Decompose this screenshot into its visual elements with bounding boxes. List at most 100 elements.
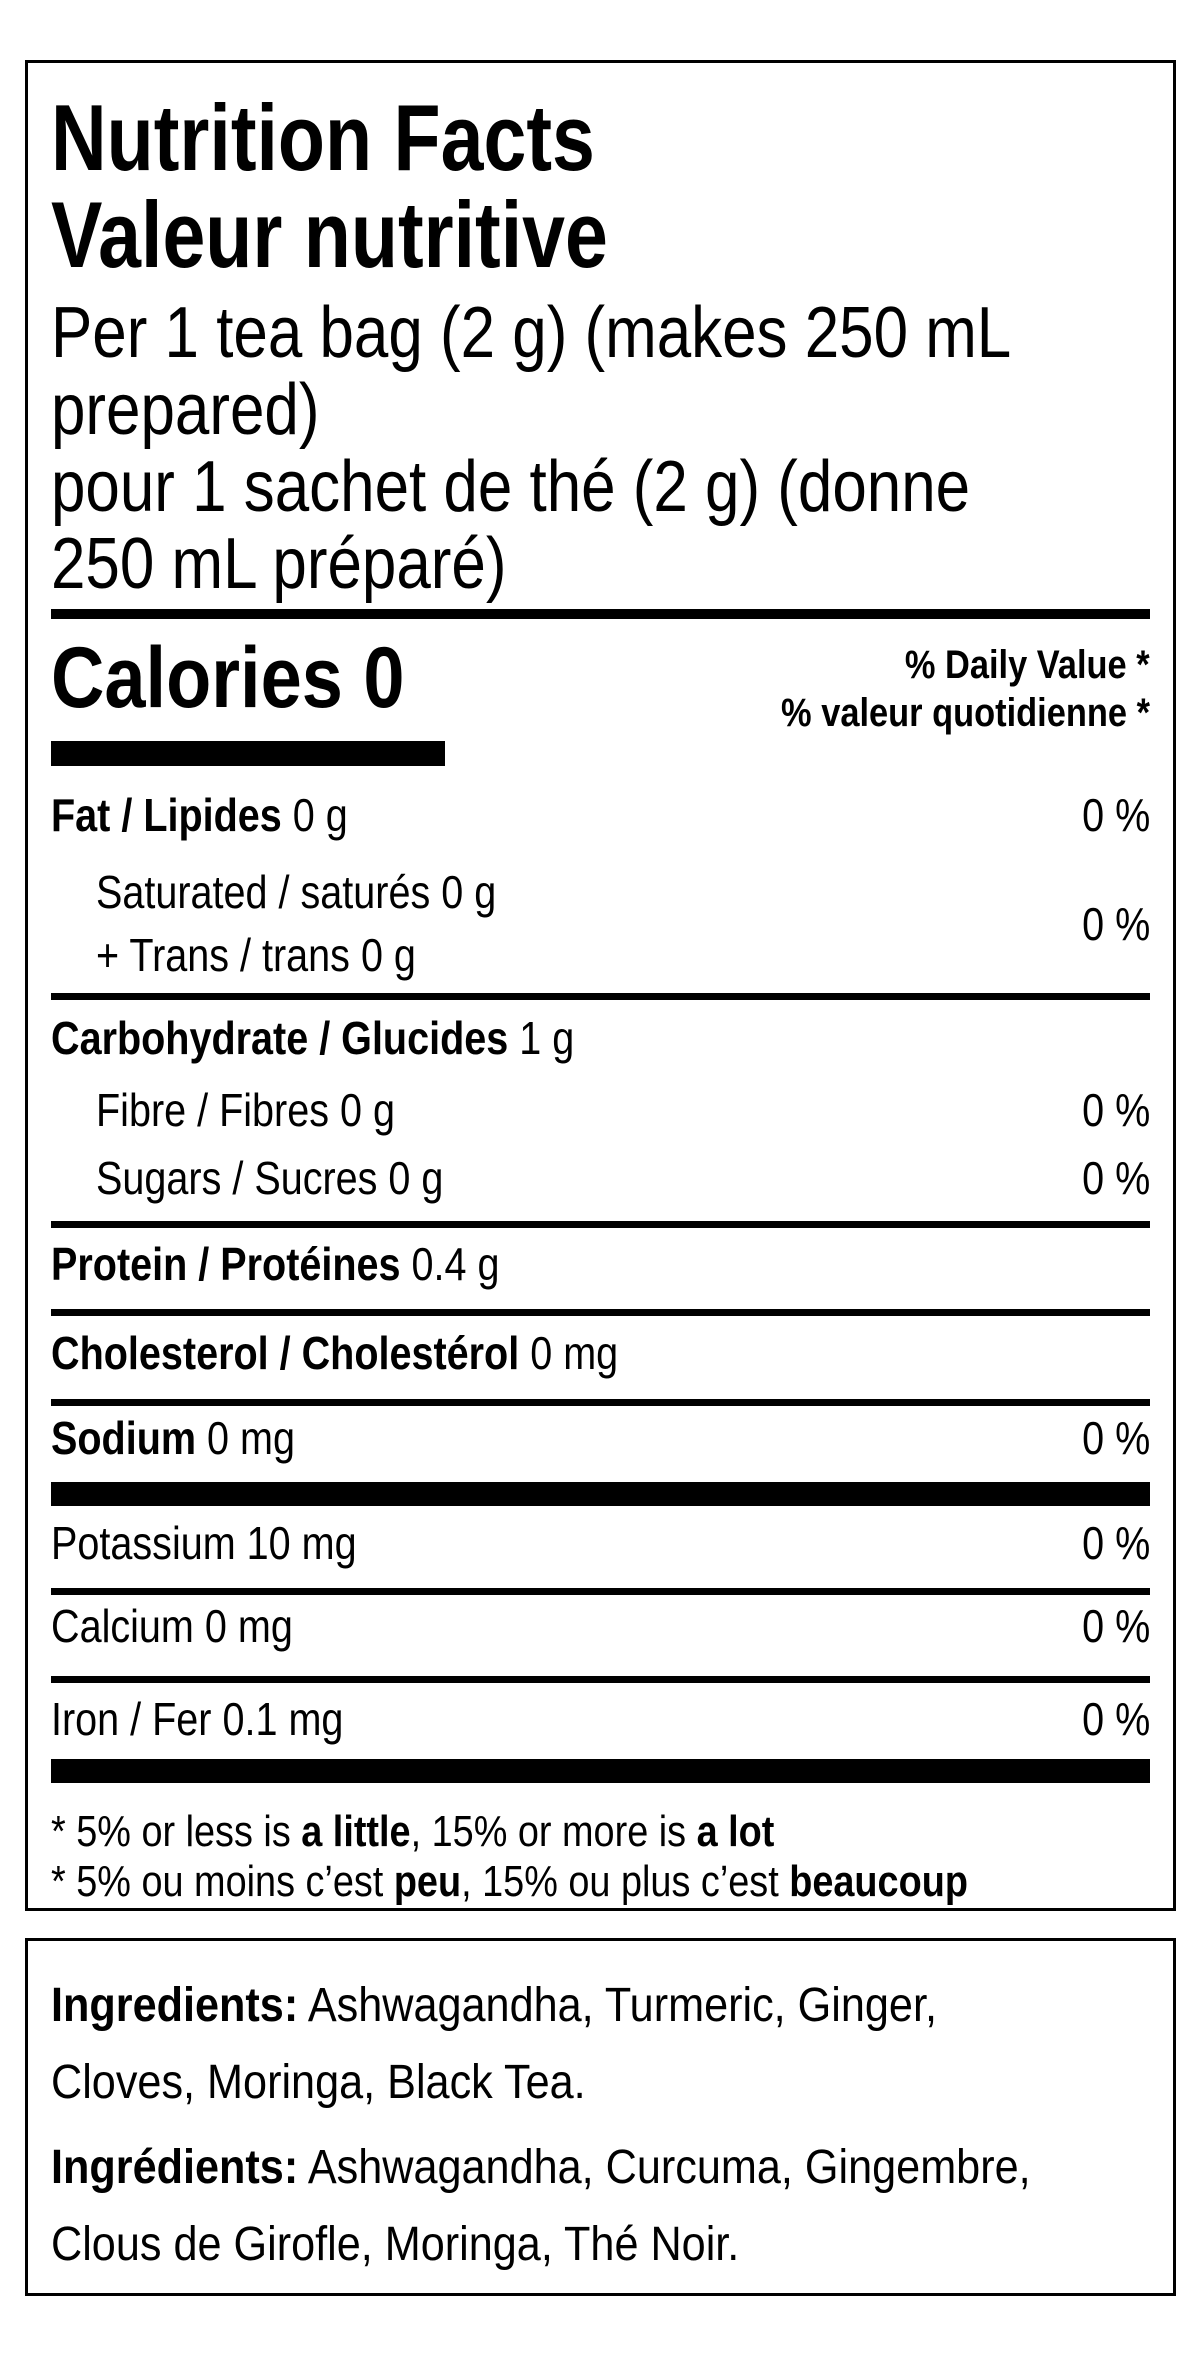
- ingredients-fr-label: Ingrédients:: [51, 2141, 299, 2194]
- calcium-label-text: Calcium 0 mg: [51, 1600, 293, 1652]
- fibre-label-text: Fibre / Fibres 0 g: [96, 1084, 396, 1136]
- fibre-dv-text: 0 %: [1081, 1084, 1150, 1136]
- potassium-label-text: Potassium 10 mg: [51, 1517, 357, 1569]
- fibre-row: Fibre / Fibres 0 g 0 %: [51, 1078, 1150, 1144]
- iron-label-text: Iron / Fer 0.1 mg: [51, 1693, 344, 1745]
- saturated-line-text: Saturated / saturés 0 g: [96, 866, 497, 918]
- daily-value-header-fr: % valeur quotidienne *: [721, 689, 1150, 737]
- calories-underline-bar: [51, 741, 445, 766]
- divider-bar-bottom: [51, 1759, 1150, 1783]
- footnote-fr-peu: peu: [393, 1857, 462, 1906]
- sodium-dv: 0 %: [1071, 1412, 1150, 1464]
- daily-value-header-en: % Daily Value *: [721, 641, 1150, 689]
- serving-line-3-text: pour 1 sachet de thé (2 g) (donne: [51, 447, 971, 527]
- divider-bar-after-sodium: [51, 1482, 1150, 1506]
- ingredients-en-label: Ingredients:: [51, 1979, 299, 2032]
- fat-amount: 0 g: [281, 789, 348, 841]
- calcium-dv-text: 0 %: [1081, 1600, 1150, 1652]
- trans-line: + Trans / trans 0 g: [96, 924, 561, 987]
- iron-dv: 0 %: [1071, 1693, 1150, 1745]
- sodium-label-text: Sodium 0 mg: [51, 1412, 295, 1464]
- fibre-label: Fibre / Fibres 0 g: [51, 1084, 444, 1136]
- rule-after-protein: [51, 1309, 1150, 1316]
- calories-section: Calories 0 % Daily Value * % valeur quot…: [51, 635, 1150, 737]
- footnote-en-text: * 5% or less is a little, 15% or more is…: [51, 1807, 774, 1857]
- footnote-en-mid: , 15% or more is: [410, 1807, 697, 1856]
- ingredients-en-list-part1: Ashwagandha, Turmeric, Ginger,: [298, 1979, 937, 2032]
- title-fr-text: Valeur nutritive: [51, 182, 608, 287]
- carbohydrate-label: Carbohydrate / Glucides 1 g: [51, 1012, 659, 1064]
- rule-after-sugars: [51, 1221, 1150, 1228]
- ingredients-fr: Ingrédients: Ashwagandha, Curcuma, Ginge…: [51, 2129, 1150, 2283]
- fat-label-text: Fat / Lipides 0 g: [51, 789, 348, 841]
- cholesterol-row: Cholesterol / Cholestérol 0 mg: [51, 1316, 1150, 1399]
- sodium-dv-text: 0 %: [1081, 1412, 1150, 1464]
- rule-after-cholesterol: [51, 1399, 1150, 1406]
- iron-row: Iron / Fer 0.1 mg 0 %: [51, 1683, 1150, 1759]
- footnote-fr-pre: * 5% ou moins c’est: [51, 1857, 394, 1906]
- title-fr: Valeur nutritive: [51, 186, 1150, 283]
- divider-bar-top: [51, 609, 1150, 619]
- ingredients-en-line1: Ingredients: Ashwagandha, Turmeric, Ging…: [51, 1967, 1150, 2044]
- fat-name: Fat / Lipides: [51, 789, 282, 841]
- footnotes: * 5% or less is a little, 15% or more is…: [51, 1807, 1150, 1907]
- footnote-fr-text: * 5% ou moins c’est peu, 15% ou plus c’e…: [51, 1857, 968, 1907]
- sugars-row: Sugars / Sucres 0 g 0 %: [51, 1144, 1150, 1221]
- sodium-name: Sodium: [51, 1412, 197, 1464]
- iron-label: Iron / Fer 0.1 mg: [51, 1693, 391, 1745]
- protein-label-text: Protein / Protéines 0.4 g: [51, 1238, 500, 1290]
- sodium-amount: 0 mg: [196, 1412, 295, 1464]
- calcium-dv: 0 %: [1071, 1600, 1150, 1652]
- footnote-fr-beaucoup: beaucoup: [789, 1857, 968, 1906]
- saturated-trans-labels: Saturated / saturés 0 g + Trans / trans …: [51, 861, 561, 987]
- cholesterol-amount: 0 mg: [519, 1327, 619, 1379]
- saturated-trans-dv: 0 %: [1071, 893, 1150, 956]
- ingredients-fr-list-part2: Clous de Girofle, Moringa, Thé Noir.: [51, 2218, 740, 2271]
- saturated-line: Saturated / saturés 0 g: [96, 861, 561, 924]
- cholesterol-label-text: Cholesterol / Cholestérol 0 mg: [51, 1327, 618, 1379]
- protein-amount: 0.4 g: [400, 1238, 500, 1290]
- title-en-text: Nutrition Facts: [51, 85, 595, 190]
- carbohydrate-amount: 1 g: [508, 1012, 575, 1064]
- carbohydrate-row: Carbohydrate / Glucides 1 g: [51, 1000, 1150, 1078]
- serving-line: Per 1 tea bag (2 g) (makes 250 mL: [51, 295, 1150, 372]
- ingredients-en: Ingredients: Ashwagandha, Turmeric, Ging…: [51, 1967, 1150, 2121]
- daily-value-header-en-text: % Daily Value *: [905, 643, 1150, 687]
- calories-label: Calories 0: [51, 635, 462, 721]
- fat-dv-text: 0 %: [1081, 789, 1150, 841]
- serving-line: prepared): [51, 372, 1150, 449]
- serving-line-4-text: 250 mL préparé): [51, 524, 507, 604]
- saturated-trans-dv-text: 0 %: [1081, 897, 1150, 950]
- cholesterol-label: Cholesterol / Cholestérol 0 mg: [51, 1327, 710, 1379]
- ingredients-en-line2: Cloves, Moringa, Black Tea.: [51, 2044, 1150, 2121]
- potassium-dv: 0 %: [1071, 1517, 1150, 1569]
- footnote-en-a-lot: a lot: [696, 1807, 775, 1856]
- daily-value-header-fr-text: % valeur quotidienne *: [781, 691, 1150, 735]
- sodium-row: Sodium 0 mg 0 %: [51, 1406, 1150, 1482]
- rule-after-fat: [51, 993, 1150, 1000]
- potassium-dv-text: 0 %: [1081, 1517, 1150, 1569]
- saturated-trans-block: Saturated / saturés 0 g + Trans / trans …: [51, 851, 1150, 993]
- rule-after-potassium: [51, 1588, 1150, 1595]
- ingredients-fr-list-part1: Ashwagandha, Curcuma, Gingembre,: [298, 2141, 1031, 2194]
- serving-line: 250 mL préparé): [51, 526, 1150, 603]
- serving-size: Per 1 tea bag (2 g) (makes 250 mL prepar…: [51, 295, 1150, 603]
- calcium-row: Calcium 0 mg 0 %: [51, 1595, 1150, 1676]
- protein-label: Protein / Protéines 0.4 g: [51, 1238, 573, 1290]
- serving-line-1-text: Per 1 tea bag (2 g) (makes 250 mL: [51, 293, 1012, 373]
- trans-line-text: + Trans / trans 0 g: [96, 929, 416, 981]
- iron-dv-text: 0 %: [1081, 1693, 1150, 1745]
- fibre-dv: 0 %: [1071, 1084, 1150, 1136]
- calories-text: Calories 0: [51, 630, 405, 726]
- ingredients-fr-line1-text: Ingrédients: Ashwagandha, Curcuma, Ginge…: [51, 2129, 1031, 2206]
- fat-row: Fat / Lipides 0 g 0 %: [51, 766, 1150, 851]
- panel-title: Nutrition Facts Valeur nutritive: [51, 89, 1150, 283]
- serving-line: pour 1 sachet de thé (2 g) (donne: [51, 449, 1150, 526]
- calcium-label: Calcium 0 mg: [51, 1600, 332, 1652]
- footnote-en-a-little: a little: [301, 1807, 411, 1856]
- ingredients-en-list-part2: Cloves, Moringa, Black Tea.: [51, 2056, 586, 2109]
- ingredients-en-line1-text: Ingredients: Ashwagandha, Turmeric, Ging…: [51, 1967, 937, 2044]
- sugars-label-text: Sugars / Sucres 0 g: [96, 1152, 444, 1204]
- sodium-label: Sodium 0 mg: [51, 1412, 335, 1464]
